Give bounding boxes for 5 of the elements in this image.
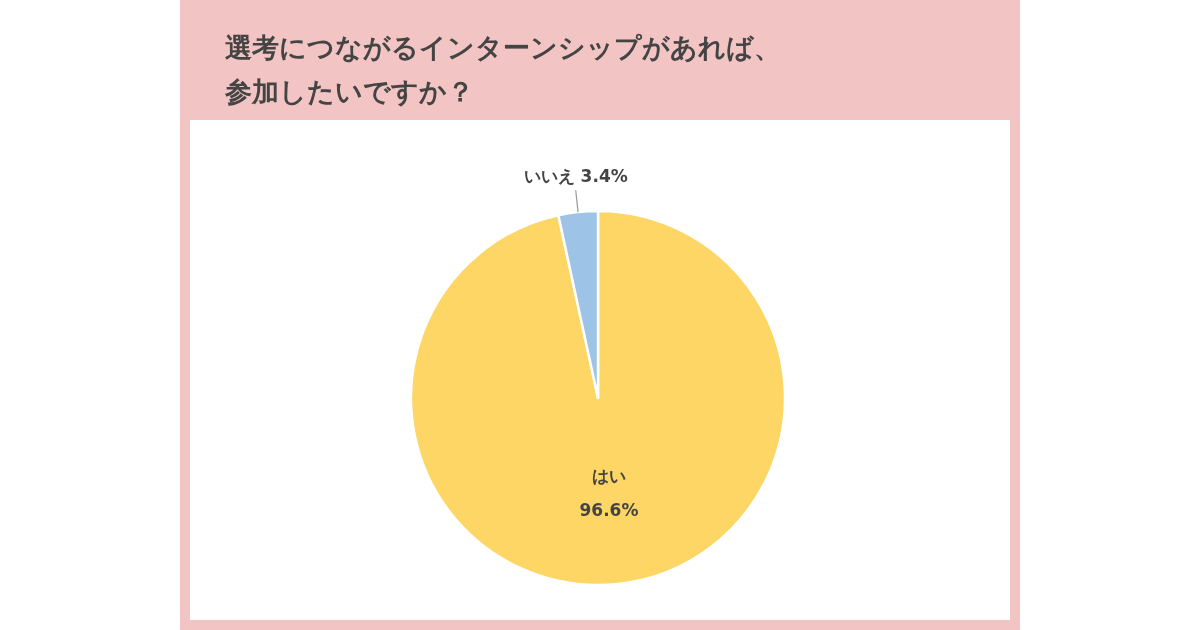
slice-label: いいえ 3.4%: [523, 166, 628, 187]
chart-title: 選考につながるインターンシップがあれば、参加したいですか？: [225, 31, 782, 109]
slice-label: はい: [591, 466, 626, 487]
pie-slice: [410, 209, 787, 587]
data-label: 96.6%: [579, 500, 639, 521]
